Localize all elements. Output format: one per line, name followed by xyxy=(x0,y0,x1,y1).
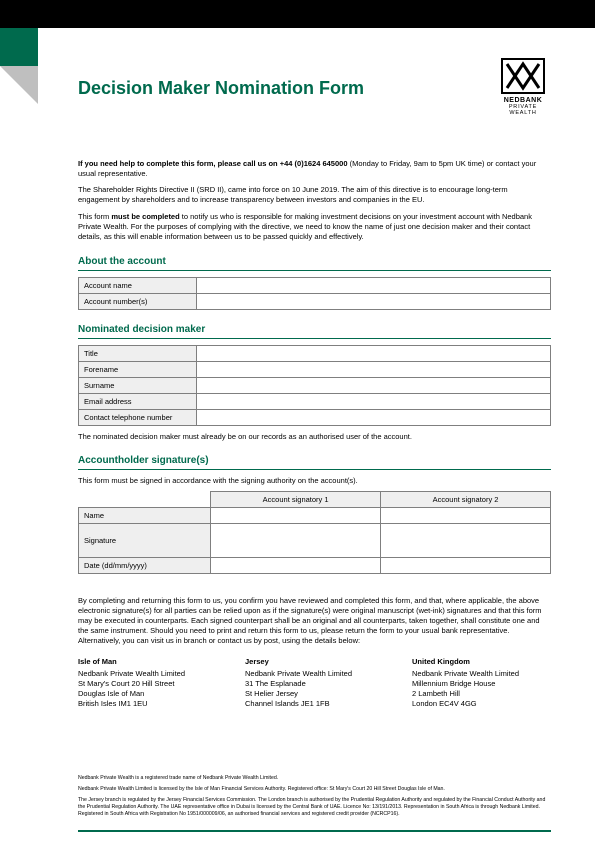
p3b: must be completed xyxy=(111,212,179,221)
footer-block: Nedbank Private Wealth is a registered t… xyxy=(78,775,551,822)
addr-iom-l2: St Mary's Court 20 Hill Street xyxy=(78,679,185,689)
nom-forename-label: Forename xyxy=(79,361,197,377)
addr-iom-l1: Nedbank Private Wealth Limited xyxy=(78,669,185,679)
addr-uk-l4: London EC4V 4GG xyxy=(412,699,519,709)
about-row-name-value[interactable] xyxy=(197,277,551,293)
page-content: Decision Maker Nomination Form If you ne… xyxy=(78,78,551,709)
addr-jersey-l4: Channel Islands JE1 1FB xyxy=(245,699,352,709)
page-title: Decision Maker Nomination Form xyxy=(78,78,551,99)
addresses: Isle of Man Nedbank Private Wealth Limit… xyxy=(78,657,551,710)
intro-block: If you need help to complete this form, … xyxy=(78,159,551,242)
top-bar xyxy=(0,0,595,28)
nom-surname-label: Surname xyxy=(79,377,197,393)
section-nominated-rule xyxy=(78,338,551,339)
sig-row-date-label: Date (dd/mm/yyyy) xyxy=(79,557,211,573)
help-prefix: If you need help to complete this form, … xyxy=(78,159,278,168)
brand-triangle xyxy=(0,66,38,104)
footer-p1: Nedbank Private Wealth is a registered t… xyxy=(78,775,551,782)
section-about-title: About the account xyxy=(78,256,551,267)
nominated-note: The nominated decision maker must alread… xyxy=(78,432,551,441)
nom-phone-value[interactable] xyxy=(197,409,551,425)
closing-block: By completing and returning this form to… xyxy=(78,596,551,709)
sig-sig-2[interactable] xyxy=(381,523,551,557)
nom-title-value[interactable] xyxy=(197,345,551,361)
help-phone: +44 (0)1624 645000 xyxy=(280,159,348,168)
footer-p2: Nedbank Private Wealth Limited is licens… xyxy=(78,786,551,793)
section-sig-title: Accountholder signature(s) xyxy=(78,455,551,466)
addr-jersey-l1: Nedbank Private Wealth Limited xyxy=(245,669,352,679)
sig-date-1[interactable] xyxy=(211,557,381,573)
closing-para: By completing and returning this form to… xyxy=(78,596,551,647)
addr-iom: Isle of Man Nedbank Private Wealth Limit… xyxy=(78,657,185,710)
signature-table: Account signatory 1 Account signatory 2 … xyxy=(78,491,551,574)
nom-email-label: Email address xyxy=(79,393,197,409)
sig-row-sig-label: Signature xyxy=(79,523,211,557)
sig-date-2[interactable] xyxy=(381,557,551,573)
addr-jersey: Jersey Nedbank Private Wealth Limited 31… xyxy=(245,657,352,710)
section-sig-rule xyxy=(78,469,551,470)
sig-intro: This form must be signed in accordance w… xyxy=(78,476,551,485)
addr-uk-l2: Millennium Bridge House xyxy=(412,679,519,689)
about-row-number-label: Account number(s) xyxy=(79,293,197,309)
addr-jersey-l2: 31 The Esplanade xyxy=(245,679,352,689)
about-table: Account name Account number(s) xyxy=(78,277,551,310)
nom-email-value[interactable] xyxy=(197,393,551,409)
addr-iom-heading: Isle of Man xyxy=(78,657,185,667)
nom-forename-value[interactable] xyxy=(197,361,551,377)
nom-title-label: Title xyxy=(79,345,197,361)
sig-name-1[interactable] xyxy=(211,507,381,523)
sig-col2: Account signatory 2 xyxy=(381,491,551,507)
addr-iom-l4: British Isles IM1 1EU xyxy=(78,699,185,709)
about-row-name-label: Account name xyxy=(79,277,197,293)
intro-must: This form must be completed to notify us… xyxy=(78,212,551,242)
sig-row-name-label: Name xyxy=(79,507,211,523)
footer-p3: The Jersey branch is regulated by the Je… xyxy=(78,797,551,818)
addr-iom-l3: Douglas Isle of Man xyxy=(78,689,185,699)
addr-uk-heading: United Kingdom xyxy=(412,657,519,667)
about-row-number-value[interactable] xyxy=(197,293,551,309)
section-nominated-title: Nominated decision maker xyxy=(78,324,551,335)
addr-jersey-heading: Jersey xyxy=(245,657,352,667)
sig-corner xyxy=(79,491,211,507)
p3a: This form xyxy=(78,212,111,221)
addr-uk-l3: 2 Lambeth Hill xyxy=(412,689,519,699)
addr-uk: United Kingdom Nedbank Private Wealth Li… xyxy=(412,657,519,710)
brand-square xyxy=(0,28,38,66)
intro-srd: The Shareholder Rights Directive II (SRD… xyxy=(78,185,551,205)
section-about-rule xyxy=(78,270,551,271)
nom-phone-label: Contact telephone number xyxy=(79,409,197,425)
footer-rule xyxy=(78,830,551,832)
nominated-table: Title Forename Surname Email address Con… xyxy=(78,345,551,426)
intro-help: If you need help to complete this form, … xyxy=(78,159,551,179)
nom-surname-value[interactable] xyxy=(197,377,551,393)
sig-name-2[interactable] xyxy=(381,507,551,523)
sig-col1: Account signatory 1 xyxy=(211,491,381,507)
addr-uk-l1: Nedbank Private Wealth Limited xyxy=(412,669,519,679)
sig-sig-1[interactable] xyxy=(211,523,381,557)
addr-jersey-l3: St Helier Jersey xyxy=(245,689,352,699)
